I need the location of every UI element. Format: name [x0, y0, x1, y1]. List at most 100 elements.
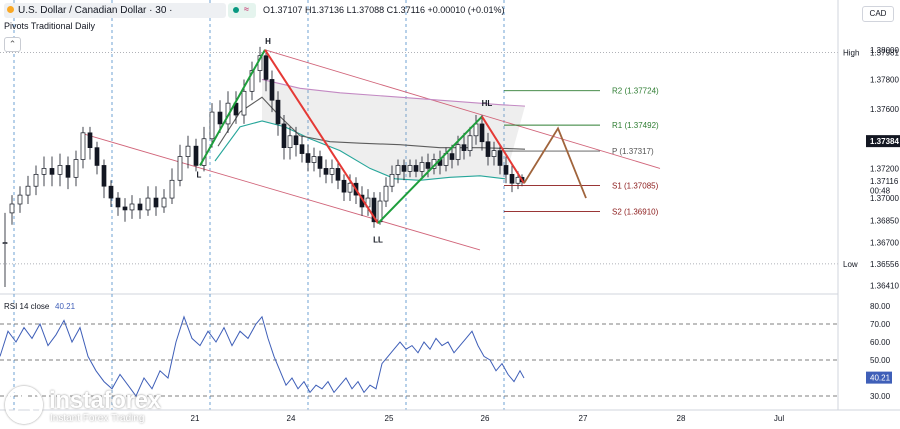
- trend-channel: [84, 49, 661, 251]
- symbol-title[interactable]: U.S. Dollar / Canadian Dollar · 30 ·: [18, 5, 173, 16]
- price-tag-low: Low: [843, 260, 858, 269]
- candle-body: [305, 153, 311, 163]
- candle-body: [57, 165, 63, 175]
- candle-body: [281, 123, 287, 149]
- candlesticks: [2, 46, 525, 288]
- watermark-name: instaforex: [49, 387, 161, 414]
- candle-body: [73, 159, 79, 178]
- rsi-tick-label: 70.00: [870, 320, 891, 329]
- candle-body: [383, 185, 389, 202]
- moving-averages: [214, 78, 526, 181]
- candle-body: [161, 197, 167, 208]
- watermark-tagline: Instant Forex Trading: [50, 413, 145, 424]
- candle-body: [299, 144, 305, 154]
- candle-body: [341, 179, 347, 193]
- candle-body: [41, 168, 47, 175]
- ma-line: [217, 96, 526, 150]
- collapse-legend-button[interactable]: ⌃: [4, 37, 21, 52]
- y-tick-label: 1.36850: [870, 216, 899, 225]
- candle-body: [461, 144, 467, 151]
- swing-label: L: [197, 170, 202, 179]
- candle-body: [503, 165, 509, 175]
- currency-button[interactable]: CAD: [862, 6, 894, 22]
- approx-icon: ≈: [244, 4, 249, 14]
- pivot-label-s2: S2 (1.36910): [612, 207, 659, 216]
- candle-body: [137, 203, 143, 211]
- candle-body: [25, 185, 31, 196]
- candle-body: [323, 168, 329, 175]
- candle-body: [153, 197, 159, 208]
- candle-body: [2, 242, 8, 244]
- candle-body: [473, 123, 479, 137]
- candle-body: [425, 162, 431, 169]
- pivot-label-r1: R1 (1.37492): [612, 121, 659, 130]
- candle-body: [509, 173, 515, 184]
- swing-segment: [481, 115, 525, 184]
- candle-body: [263, 55, 269, 80]
- candle-body: [371, 197, 377, 223]
- swing-label: HL: [482, 99, 493, 108]
- candle-body: [80, 132, 86, 160]
- projection-line: [523, 126, 587, 199]
- candle-body: [169, 179, 175, 199]
- session-separators: [13, 0, 505, 410]
- swing-segment: [199, 49, 266, 166]
- candle-body: [395, 165, 401, 175]
- candle-body: [413, 165, 419, 172]
- candle-body: [201, 138, 207, 166]
- candle-body: [129, 203, 135, 211]
- x-tick-label: Jul: [774, 414, 784, 423]
- range-fill-area: [262, 79, 525, 181]
- chevron-up-icon: ⌃: [8, 39, 17, 49]
- candle-body: [101, 165, 107, 187]
- candle-body: [122, 206, 128, 211]
- rsi-line: [0, 315, 525, 397]
- pivot-label-p: P (1.37317): [612, 147, 654, 156]
- candle-body: [185, 145, 191, 157]
- swing-label: H: [265, 37, 271, 46]
- candle-body: [419, 162, 425, 172]
- candle-body: [33, 173, 39, 187]
- rsi-current-label: 40.21: [870, 374, 891, 383]
- price-tag-high: High: [843, 49, 859, 58]
- candle-body: [87, 132, 93, 149]
- candle-body: [311, 156, 317, 163]
- indicator-pivots-label[interactable]: Pivots Traditional Daily: [4, 21, 96, 31]
- candle-body: [65, 165, 71, 178]
- candle-body: [108, 185, 114, 199]
- y-tick-label: 1.38000: [870, 46, 899, 55]
- projection-path: [523, 126, 587, 199]
- x-tick-label: 26: [481, 414, 490, 423]
- pivot-label-s1: S1 (1.37085): [612, 181, 659, 190]
- candle-body: [347, 182, 353, 193]
- channel-line: [84, 133, 481, 251]
- candle-body: [515, 176, 521, 184]
- candle-body: [407, 165, 413, 172]
- candle-body: [269, 79, 275, 101]
- last-price-badge: [866, 135, 900, 148]
- candle-body: [317, 156, 323, 169]
- price-tag-value: 1.36556: [870, 260, 899, 269]
- candle-body: [241, 90, 247, 116]
- candle-body: [485, 141, 491, 157]
- candle-body: [467, 135, 473, 151]
- candle-body: [17, 194, 23, 205]
- header-pill: [4, 3, 226, 18]
- price-tag-value: 1.37116: [870, 177, 899, 186]
- candle-body: [209, 111, 215, 140]
- candle-body: [177, 156, 183, 181]
- pivot-levels: R2 (1.37724) R1 (1.37492) P (1.37317) S1 (1…: [504, 87, 659, 216]
- candle-body: [193, 145, 199, 166]
- x-tick-label: 25: [385, 414, 394, 423]
- candle-body: [249, 70, 255, 92]
- candle-body: [497, 150, 503, 166]
- y-tick-label: 1.37600: [870, 105, 899, 114]
- candle-body: [491, 150, 497, 157]
- candle-body: [217, 111, 223, 125]
- swing-label: LL: [373, 236, 383, 245]
- candle-body: [329, 168, 335, 175]
- rsi-current-badge: [866, 371, 892, 384]
- candle-body: [275, 99, 281, 125]
